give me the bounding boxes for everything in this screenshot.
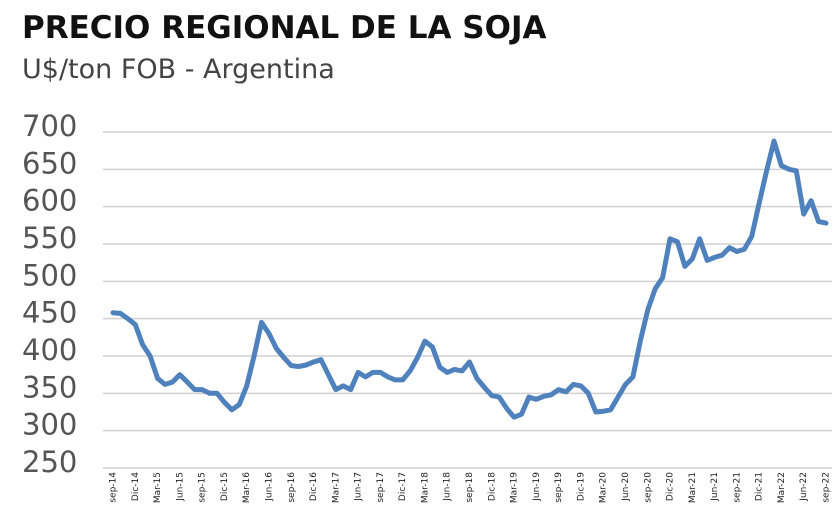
x-tick-label: sep-21 [732, 472, 742, 503]
x-tick-label: Dic-20 [666, 472, 676, 501]
x-tick-label: sep-19 [554, 472, 564, 503]
y-tick-label: 250 [22, 445, 77, 479]
x-tick-label: Dic-17 [398, 472, 408, 501]
y-tick-label: 600 [22, 184, 77, 218]
chart-subtitle: U$/ton FOB - Argentina [22, 54, 335, 85]
x-tick-label: Mar-17 [331, 472, 341, 503]
x-tick-label: Jun-16 [264, 472, 274, 502]
y-tick-label: 500 [22, 258, 77, 292]
x-tick-label: Jun-22 [799, 472, 809, 502]
x-tick-label: sep-15 [198, 472, 208, 503]
x-tick-label: Dic-14 [131, 472, 141, 501]
y-tick-label: 550 [22, 221, 77, 255]
x-tick-label: sep-16 [287, 472, 297, 503]
y-tick-label: 650 [22, 146, 77, 180]
y-tick-label: 350 [22, 370, 77, 404]
x-tick-label: Dic-18 [487, 472, 497, 501]
x-tick-label: sep-17 [376, 472, 386, 503]
x-tick-label: Mar-19 [510, 472, 520, 503]
x-tick-label: Dic-15 [220, 472, 230, 501]
x-tick-label: Jun-20 [621, 472, 631, 502]
x-tick-label: Jun-19 [532, 472, 542, 502]
x-tick-label: Mar-21 [688, 472, 698, 503]
x-tick-label: sep-22 [822, 472, 832, 503]
x-tick-label: sep-20 [643, 472, 653, 503]
x-tick-label: Dic-19 [576, 472, 586, 501]
x-tick-label: Jun-21 [710, 472, 720, 502]
x-tick-label: Jun-18 [443, 472, 453, 502]
x-tick-label: Jun-17 [354, 472, 364, 502]
x-tick-label: Mar-15 [153, 472, 163, 503]
y-tick-label: 400 [22, 333, 77, 367]
x-tick-label: Mar-18 [420, 472, 430, 503]
x-tick-label: Mar-20 [599, 472, 609, 503]
x-tick-label: Dic-16 [309, 472, 319, 501]
data-line [110, 138, 829, 420]
y-tick-label: 300 [22, 408, 77, 442]
x-tick-label: sep-18 [465, 472, 475, 503]
x-tick-label: sep-14 [109, 472, 119, 503]
chart-title: PRECIO REGIONAL DE LA SOJA [22, 10, 547, 46]
x-tick-label: Mar-22 [777, 472, 787, 503]
x-tick-label: Mar-16 [242, 472, 252, 503]
y-tick-label: 700 [22, 109, 77, 143]
x-tick-label: Jun-15 [175, 472, 185, 502]
x-tick-label: Dic-21 [755, 472, 765, 501]
y-tick-label: 450 [22, 296, 77, 330]
